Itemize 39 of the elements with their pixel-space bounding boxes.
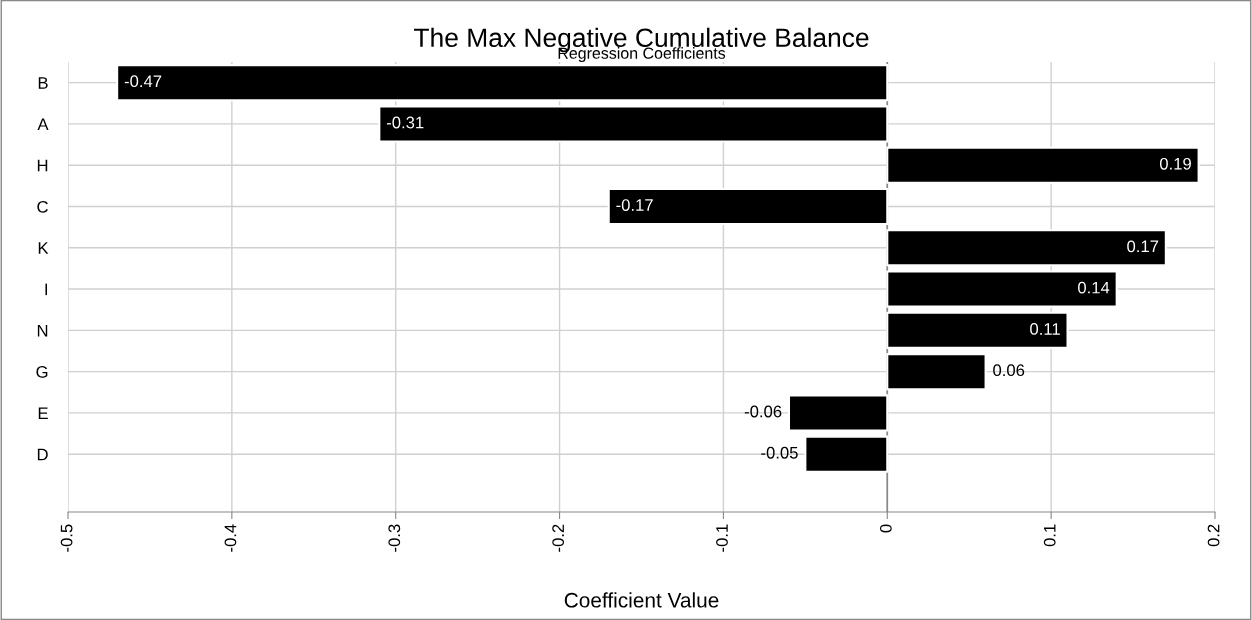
bar bbox=[378, 105, 889, 143]
data-label: 0.11 bbox=[1030, 323, 1060, 335]
bar bbox=[886, 229, 1167, 267]
data-label: 0.14 bbox=[1078, 281, 1110, 294]
y-tick-label: E bbox=[38, 407, 48, 419]
bar bbox=[886, 311, 1069, 349]
data-label: -0.31 bbox=[386, 116, 424, 129]
bar bbox=[787, 394, 889, 432]
data-label: 0.19 bbox=[1159, 157, 1191, 170]
y-tick-label: H bbox=[37, 159, 48, 172]
data-label: 0.17 bbox=[1127, 240, 1159, 253]
data-label: 0.06 bbox=[993, 364, 1025, 377]
y-tick-label: K bbox=[38, 242, 49, 254]
x-tick-label: -0.1 bbox=[716, 524, 728, 552]
x-tick-label: -0.2 bbox=[552, 524, 565, 552]
bar bbox=[886, 270, 1118, 308]
x-tick-label: 0.2 bbox=[1207, 524, 1220, 547]
data-label: -0.17 bbox=[616, 199, 653, 211]
x-tick-label: -0.4 bbox=[224, 524, 237, 552]
x-axis-title: Coefficient Value bbox=[564, 592, 719, 608]
y-tick-label: C bbox=[37, 200, 48, 213]
x-tick-label: 0.1 bbox=[1043, 524, 1056, 547]
y-tick-label: I bbox=[45, 283, 48, 296]
x-tick-label: 0 bbox=[879, 524, 892, 533]
x-tick-label: -0.5 bbox=[60, 524, 73, 552]
y-tick-label: N bbox=[37, 324, 48, 337]
bar bbox=[804, 435, 889, 473]
bar bbox=[886, 146, 1200, 184]
y-tick-label: G bbox=[36, 366, 48, 378]
bar bbox=[607, 187, 889, 226]
x-tick-label: -0.3 bbox=[388, 524, 401, 552]
bar bbox=[886, 353, 987, 391]
data-label: -0.47 bbox=[124, 75, 162, 88]
bar bbox=[116, 64, 889, 102]
y-tick-label: B bbox=[38, 77, 48, 89]
y-tick-label: A bbox=[37, 118, 49, 130]
data-label: -0.06 bbox=[744, 405, 782, 418]
data-label: -0.05 bbox=[761, 446, 798, 459]
y-tick-label: D bbox=[37, 448, 48, 461]
